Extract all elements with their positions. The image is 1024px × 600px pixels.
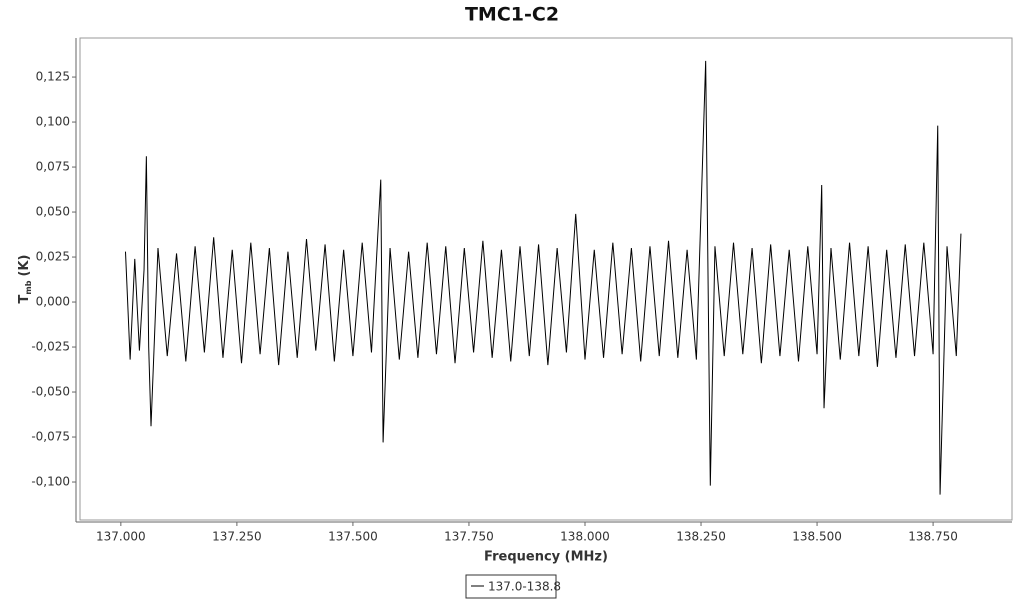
chart-title: TMC1-C2 xyxy=(465,4,559,26)
y-tick-label: -0,100 xyxy=(31,475,70,489)
y-tick-label: -0,075 xyxy=(31,430,70,444)
y-tick-label: -0,050 xyxy=(31,385,70,399)
legend-box xyxy=(465,574,557,599)
y-tick-label: 0,025 xyxy=(36,250,70,264)
x-tick-label: 138.250 xyxy=(676,530,726,544)
y-label-unit: (K) xyxy=(17,255,32,277)
y-tick-label: 0,000 xyxy=(36,295,70,309)
x-tick-label: 137.500 xyxy=(328,530,378,544)
x-tick-label: 138.500 xyxy=(792,530,842,544)
x-tick-label: 138.750 xyxy=(908,530,958,544)
y-tick-label: -0,025 xyxy=(31,340,70,354)
y-tick-label: 0,125 xyxy=(36,70,70,84)
x-tick-label: 138.000 xyxy=(560,530,610,544)
spectrum-line xyxy=(124,60,962,495)
y-label-main: T xyxy=(17,294,32,303)
x-tick-label: 137.000 xyxy=(96,530,146,544)
legend-label: 137.0-138.8 xyxy=(488,580,561,594)
y-tick-label: 0,075 xyxy=(36,160,70,174)
y-label-sub: mb xyxy=(24,280,33,294)
x-axis-label: Frequency (MHz) xyxy=(484,550,608,565)
y-tick-label: 0,050 xyxy=(36,205,70,219)
y-axis-label: Tmb (K) xyxy=(17,255,33,304)
x-tick-label: 137.750 xyxy=(444,530,494,544)
y-tick-label: 0,100 xyxy=(36,115,70,129)
x-tick-label: 137.250 xyxy=(212,530,262,544)
plot-frame xyxy=(79,37,1013,521)
